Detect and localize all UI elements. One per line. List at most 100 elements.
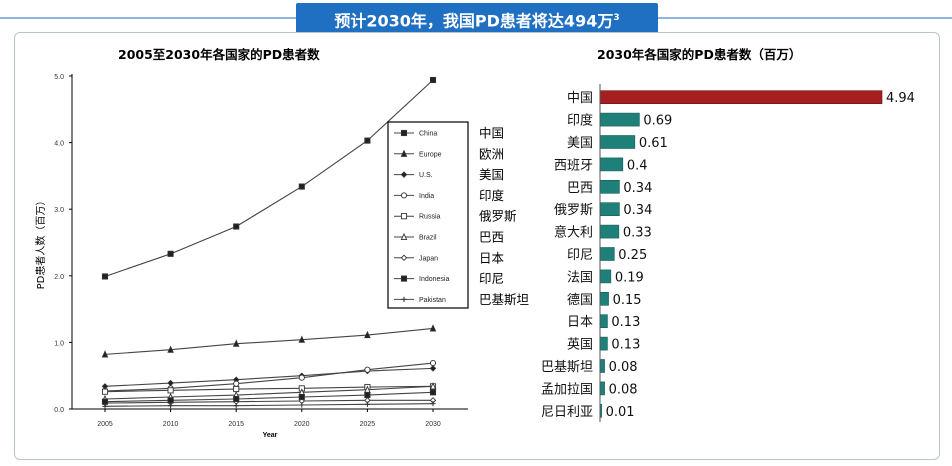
bar-category-label: 日本 <box>567 315 593 330</box>
data-point <box>233 223 240 230</box>
legend-label-cn: 美国 <box>479 167 504 182</box>
data-point <box>400 149 408 157</box>
bar-value-label: 0.25 <box>618 248 647 263</box>
bar-category-label: 巴基斯坦 <box>541 360 593 375</box>
data-point <box>400 171 408 178</box>
bar <box>599 269 612 284</box>
bar-category-label: 西班牙 <box>554 158 593 173</box>
bar <box>599 314 608 329</box>
y-tick-label: 2.0 <box>54 274 64 281</box>
legend-label-cn: 日本 <box>479 250 505 265</box>
data-point <box>400 232 408 241</box>
bar <box>599 112 640 127</box>
bar-category-label: 巴西 <box>567 181 593 196</box>
y-axis-label: PD患者人数（百万） <box>34 196 47 290</box>
legend-entry: Pakistan 巴基斯坦 <box>394 292 529 307</box>
bar <box>599 157 624 172</box>
bar <box>599 359 605 373</box>
banner-title: 预计2030年，我国PD患者将达494万 <box>334 11 614 31</box>
bar-category-label: 俄罗斯 <box>554 203 593 218</box>
legend-label-cn: 印尼 <box>479 271 504 286</box>
data-point <box>429 324 437 332</box>
bar-value-label: 0.08 <box>609 382 638 397</box>
legend-label: U.S. <box>419 172 433 179</box>
legend-label: Russia <box>419 214 441 221</box>
bar-category-label: 英国 <box>567 338 593 353</box>
legend-label: Brazil <box>419 235 437 242</box>
data-point <box>364 366 371 373</box>
data-point <box>101 350 109 358</box>
legend-label: Pakistan <box>419 297 446 304</box>
bar-category-label: 法国 <box>567 270 593 285</box>
series-line <box>104 362 434 392</box>
bar <box>599 381 605 396</box>
bar-value-label: 0.08 <box>609 360 638 375</box>
bar-category-label: 尼日利亚 <box>541 405 593 420</box>
bar-value-label: 0.33 <box>623 226 652 241</box>
data-point <box>167 397 174 404</box>
legend-label: Japan <box>419 255 438 262</box>
bar-value-label: 0.69 <box>643 114 672 129</box>
legend-label-cn: 欧洲 <box>479 146 504 161</box>
legend-label: India <box>419 193 434 200</box>
data-point <box>233 395 240 403</box>
bar-category-label: 印度 <box>567 113 593 129</box>
x-tick-label: 2010 <box>163 421 179 428</box>
x-tick-label: 2020 <box>294 421 310 428</box>
bar-value-label: 0.13 <box>611 315 640 330</box>
series-line <box>104 399 433 404</box>
series-line <box>104 403 434 407</box>
bar <box>599 224 620 239</box>
legend-label-cn: 巴西 <box>479 230 504 245</box>
data-point <box>101 273 109 280</box>
legend-entry: China 中国 <box>394 126 504 141</box>
bar-category-label: 中国 <box>567 91 593 106</box>
data-point <box>429 76 437 84</box>
legend-label: China <box>419 131 437 138</box>
data-point <box>298 335 306 343</box>
banner-rule-left <box>0 17 296 19</box>
legend-label: Europe <box>419 151 442 158</box>
data-point <box>364 330 371 339</box>
series-line <box>104 327 434 355</box>
bar-value-label: 0.19 <box>615 270 644 285</box>
data-point <box>364 391 371 399</box>
series-pakistan <box>102 401 436 409</box>
line-chart-title: 2005至2030年各国家的PD患者数 <box>118 47 320 62</box>
legend-label-cn: 印度 <box>479 188 505 203</box>
data-point <box>232 339 240 347</box>
bar-value-label: 0.13 <box>611 338 640 353</box>
bar-value-label: 0.01 <box>606 405 635 420</box>
data-point <box>429 382 437 390</box>
bar-chart-title: 2030年各国家的PD患者数（百万） <box>597 47 802 62</box>
bar <box>599 247 615 261</box>
series-china <box>101 76 437 280</box>
data-point <box>429 365 437 372</box>
legend-label-cn: 中国 <box>479 126 504 141</box>
series-line <box>104 367 434 387</box>
legend-label: Indonesia <box>419 276 449 283</box>
data-point <box>400 213 408 220</box>
bar <box>599 202 620 216</box>
banner: 预计2030年，我国PD患者将达494万3 <box>296 3 658 33</box>
bar-value-label: 0.61 <box>639 136 668 151</box>
x-tick-label: 2015 <box>228 421 244 428</box>
bar <box>599 291 609 306</box>
legend-entry: Brazil 巴西 <box>394 230 504 245</box>
x-axis-label: Year <box>263 432 278 439</box>
legend-entry: India 印度 <box>394 188 505 203</box>
y-tick-label: 5.0 <box>54 74 64 81</box>
data-point <box>364 137 371 144</box>
data-point <box>298 374 305 381</box>
bar-category-label: 美国 <box>567 136 593 151</box>
data-point <box>167 345 174 353</box>
x-tick-label: 2005 <box>97 421 113 428</box>
legend-entry: U.S. 美国 <box>394 167 504 182</box>
legend-entry: Japan 日本 <box>394 250 505 265</box>
y-tick-label: 4.0 <box>54 141 64 148</box>
series-line <box>104 385 434 400</box>
legend-label-cn: 俄罗斯 <box>479 209 517 224</box>
legend-entry: Russia 俄罗斯 <box>394 209 517 224</box>
series-europe <box>101 324 437 358</box>
